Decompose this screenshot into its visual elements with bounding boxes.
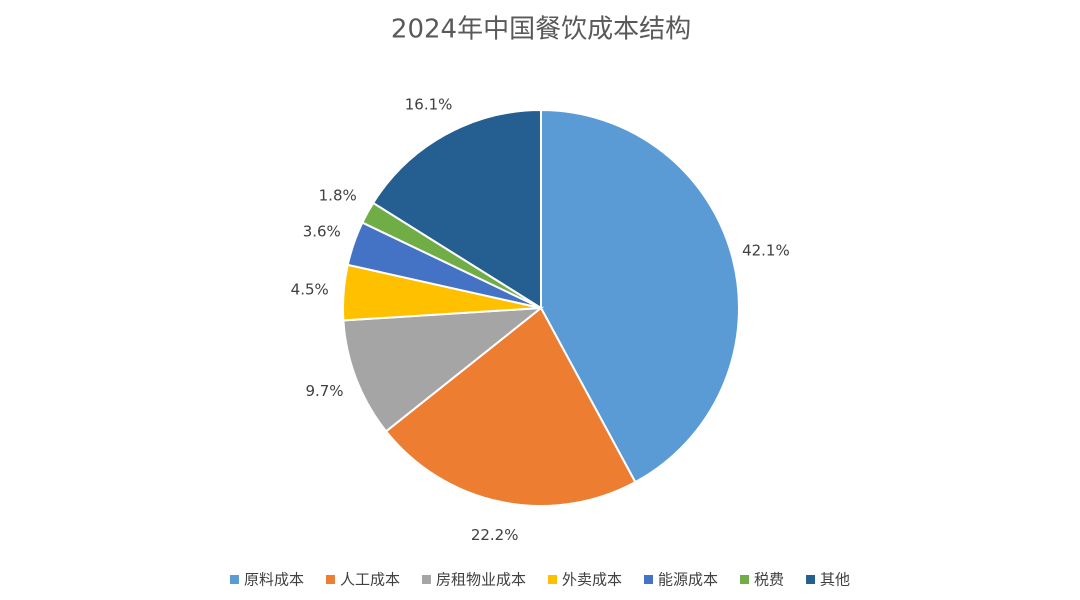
pie-slice	[371, 108, 542, 310]
data-label: 16.1%	[405, 96, 453, 114]
legend-label: 房租物业成本	[436, 571, 526, 589]
pie	[342, 108, 740, 507]
legend: 原料成本 人工成本 房租物业成本 外卖成本 能源成本 税费 其他	[229, 571, 850, 589]
data-label: 42.1%	[742, 242, 790, 260]
data-label: 3.6%	[303, 223, 341, 241]
data-label: 9.7%	[305, 382, 343, 400]
legend-swatch	[547, 575, 557, 584]
legend-label: 其他	[820, 571, 850, 589]
legend-label: 原料成本	[244, 571, 304, 589]
data-label: 4.5%	[291, 280, 329, 298]
legend-label: 能源成本	[658, 571, 718, 589]
pie-slice	[342, 306, 545, 433]
legend-swatch	[806, 575, 816, 584]
legend-label: 人工成本	[340, 571, 400, 589]
pie-slice	[540, 108, 740, 484]
pie-slice	[384, 306, 637, 507]
legend-swatch	[421, 575, 431, 584]
chart-title: 2024年中国餐饮成本结构	[391, 15, 691, 45]
data-label: 22.2%	[471, 526, 519, 544]
legend-swatch	[740, 575, 750, 584]
legend-label: 税费	[754, 571, 784, 589]
data-label: 1.8%	[319, 187, 357, 205]
legend-swatch	[325, 575, 335, 584]
legend-label: 外卖成本	[562, 571, 622, 589]
legend-swatch	[229, 575, 239, 584]
legend-swatch	[644, 575, 654, 584]
